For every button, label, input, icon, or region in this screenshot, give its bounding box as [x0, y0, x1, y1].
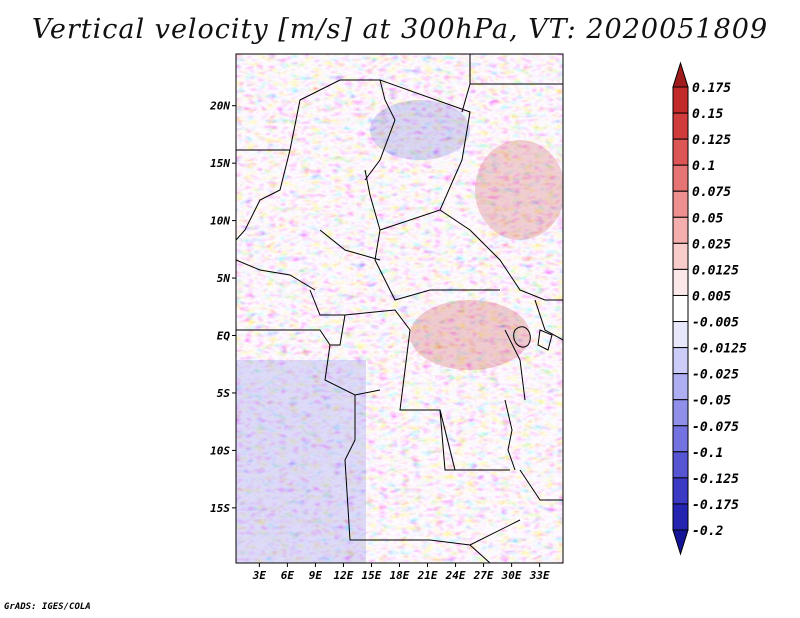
lat-tick-label: 5N [217, 272, 231, 285]
colorbar-label: 0.075 [692, 185, 731, 200]
lat-tick-label: 20N [209, 100, 230, 113]
colorbar-label: -0.125 [692, 472, 739, 487]
colorbar-label: 0.125 [692, 133, 731, 148]
colorbar-swatch [672, 268, 689, 296]
colorbar-swatch [672, 112, 689, 140]
lon-tick-label: 24E [445, 569, 466, 582]
lon-tick-label: 27E [473, 569, 494, 582]
lat-tick-label: 10S [210, 444, 230, 457]
lat-tick-label: 15N [210, 157, 230, 170]
colorbar-label: -0.1 [692, 446, 723, 461]
lon-tick-label: 9E [309, 569, 323, 582]
colorbar-label: 0.005 [692, 289, 731, 304]
vertical-velocity-field [236, 54, 563, 563]
colorbar-label: 0.0125 [692, 263, 739, 278]
lat-tick-label: EQ [217, 330, 231, 343]
colorbar-swatch [672, 529, 689, 556]
colorbar-label: -0.175 [692, 498, 739, 513]
colorbar-swatch [672, 373, 689, 401]
lon-tick-label: 12E [334, 569, 354, 582]
lon-tick-label: 30E [501, 569, 522, 582]
colorbar-label: 0.175 [692, 81, 731, 96]
lat-tick-label: 5S [217, 387, 231, 400]
colorbar-label: -0.025 [692, 368, 739, 383]
lakes [504, 326, 553, 471]
longitude-axis: 3E 6E 9E 12E 15E 18E 21E 24E 27E 30E 33E [252, 563, 550, 582]
colorbar-swatch [672, 242, 689, 270]
colorbar-label: -0.005 [692, 316, 739, 331]
colorbar: 0.175 0.15 0.125 0.1 0.075 0.05 0.025 0.0125 0.0… [672, 61, 747, 556]
colorbar-swatch [672, 294, 689, 323]
lon-tick-label: 33E [529, 569, 550, 582]
colorbar-swatch [672, 477, 689, 505]
colorbar-label: 0.1 [692, 159, 715, 174]
lon-tick-label: 18E [390, 569, 410, 582]
colorbar-swatch [672, 216, 689, 244]
colorbar-label: -0.2 [692, 524, 723, 539]
grads-credit: GrADS: IGES/COLA [4, 602, 91, 612]
lat-tick-label: 10N [210, 215, 230, 228]
colorbar-swatch [672, 86, 689, 114]
colorbar-swatch [672, 503, 689, 531]
colorbar-swatch [672, 451, 689, 479]
colorbar-swatch [672, 347, 689, 375]
lon-tick-label: 6E [281, 569, 295, 582]
colorbar-swatch [672, 399, 689, 427]
chart-title: Vertical velocity [m/s] at 300hPa, VT: 2… [31, 14, 769, 45]
latitude-axis: 20N 15N 10N 5N EQ 5S 10S 15S [209, 100, 236, 515]
colorbar-label: 0.05 [692, 211, 723, 226]
colorbar-swatch [672, 61, 689, 88]
lat-tick-label: 15S [210, 502, 230, 515]
colorbar-label: -0.0125 [692, 342, 747, 357]
colorbar-swatch [672, 425, 689, 453]
colorbar-swatch [672, 321, 689, 349]
colorbar-swatch [672, 138, 689, 166]
colorbar-label: -0.075 [692, 420, 739, 435]
colorbar-label: 0.15 [692, 107, 723, 122]
colorbar-swatch [672, 164, 689, 192]
colorbar-swatch [672, 190, 689, 218]
lon-tick-label: 15E [362, 569, 382, 582]
country-borders [236, 54, 563, 563]
lon-tick-label: 21E [417, 569, 438, 582]
colorbar-label: 0.025 [692, 237, 731, 252]
colorbar-label: -0.05 [692, 394, 731, 409]
lon-tick-label: 3E [252, 569, 267, 582]
